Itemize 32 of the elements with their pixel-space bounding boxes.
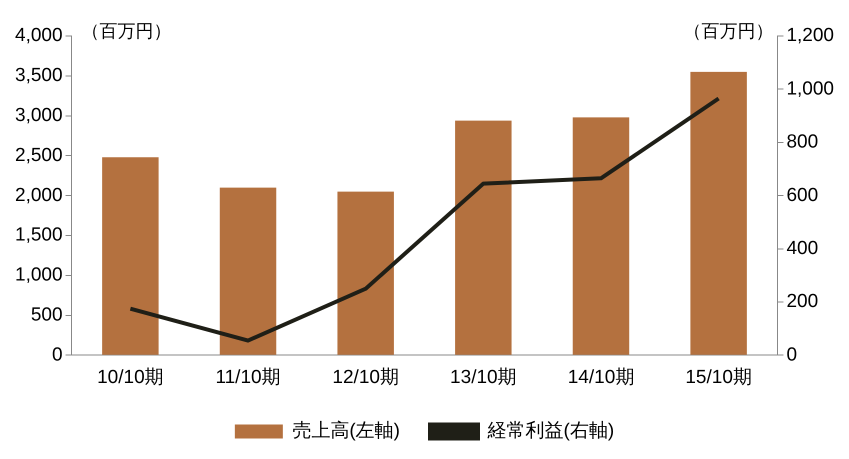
bar [102,157,159,355]
bar [690,72,747,355]
legend-label: 売上高(左軸) [292,420,400,442]
y-tick-label: 500 [30,304,63,326]
bar [337,192,394,355]
y-tick-label: 3,500 [15,65,63,86]
y2-tick-label: 0 [786,344,798,366]
y2-axis-title: （百万円） [683,20,774,41]
y2-tick-label: 1,200 [786,25,834,46]
bar [572,117,630,355]
y-tick-label: 2,000 [15,184,63,206]
y-tick-label: 1,000 [15,264,63,286]
x-tick-label: 14/10期 [568,366,634,388]
y-tick-label: 1,500 [15,224,63,246]
x-tick-label: 11/10期 [215,366,281,388]
y-axis-title: （百万円） [82,20,172,41]
y2-tick-label: 400 [786,238,818,260]
legend-label: 経常利益(右軸) [486,420,614,442]
y2-tick-label: 600 [786,184,818,206]
bar [220,188,276,355]
x-tick-label: 13/10期 [450,366,517,388]
y2-tick-label: 200 [786,291,818,312]
y2-tick-label: 800 [786,132,818,153]
y2-tick-label: 1,000 [786,78,834,100]
x-tick-label: 10/10期 [97,366,164,388]
y-tick-label: 0 [52,344,63,366]
y-tick-label: 4,000 [15,25,63,46]
bar [455,120,512,355]
x-tick-label: 15/10期 [685,366,752,388]
x-tick-label: 12/10期 [332,366,399,388]
y-tick-label: 3,000 [15,105,63,126]
y-tick-label: 2,500 [15,144,63,166]
